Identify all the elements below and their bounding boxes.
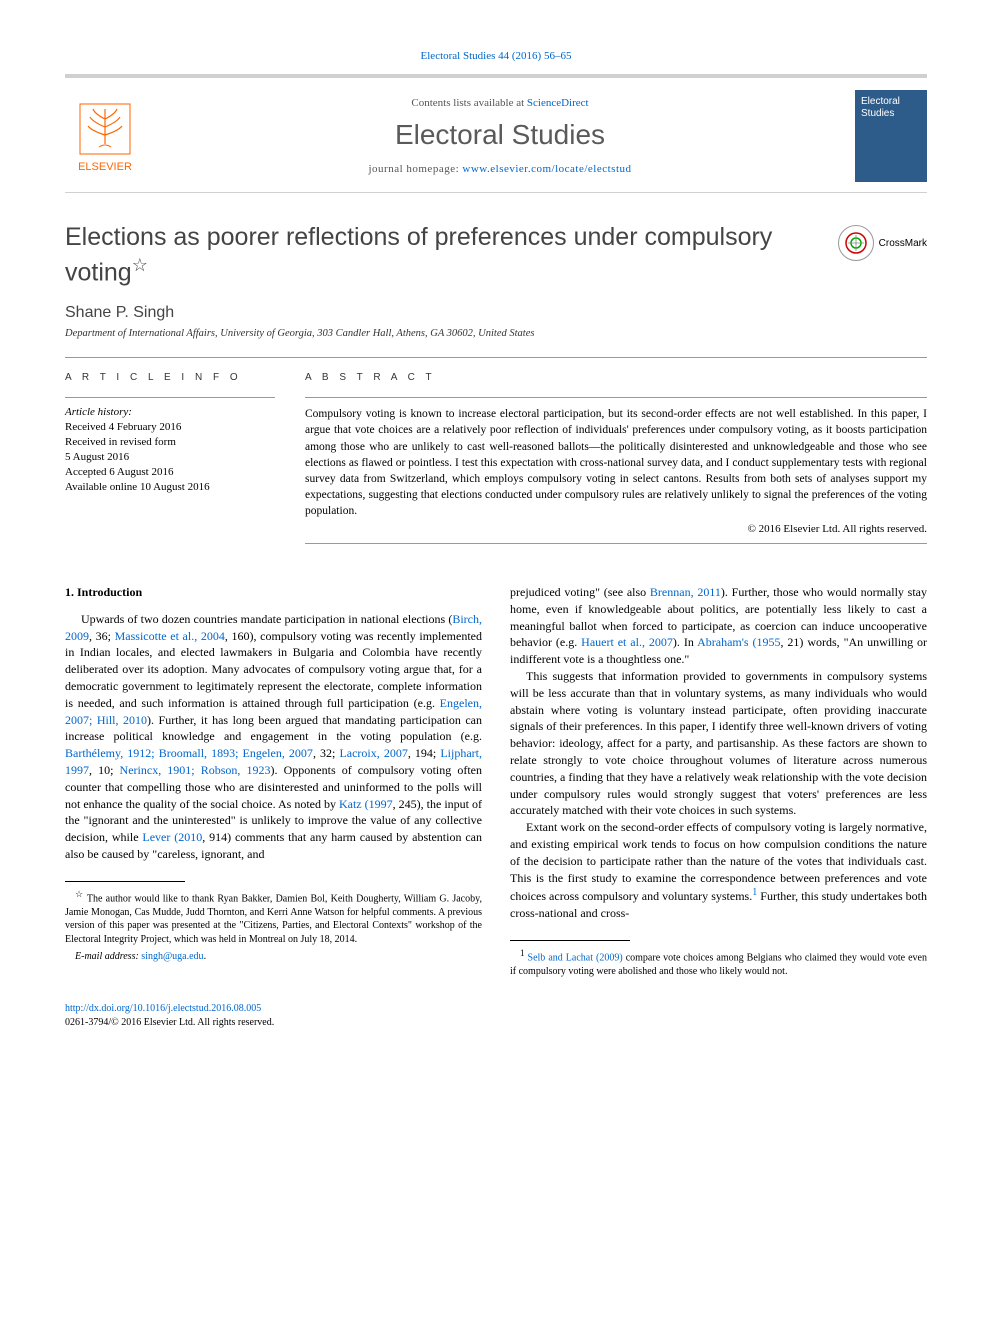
cite-katz[interactable]: Katz (1997 bbox=[339, 797, 393, 811]
crossmark-icon bbox=[838, 225, 874, 261]
email-label: E-mail address: bbox=[75, 951, 139, 962]
cover-title-1: Electoral bbox=[861, 96, 921, 108]
history-revised-2: 5 August 2016 bbox=[65, 450, 275, 465]
history-label: Article history: bbox=[65, 406, 275, 418]
cite-selb-lachat[interactable]: Selb and Lachat (2009) bbox=[528, 952, 623, 963]
contents-line: Contents lists available at ScienceDirec… bbox=[145, 97, 855, 109]
footnote-1-mark: 1 bbox=[520, 948, 525, 958]
homepage-line: journal homepage: www.elsevier.com/locat… bbox=[145, 163, 855, 175]
citation-header: Electoral Studies 44 (2016) 56–65 bbox=[65, 50, 927, 62]
para-1: Upwards of two dozen countries mandate p… bbox=[65, 611, 482, 863]
history-received: Received 4 February 2016 bbox=[65, 420, 275, 435]
footnote-star: ☆ The author would like to thank Ryan Ba… bbox=[65, 888, 482, 946]
history-revised-1: Received in revised form bbox=[65, 435, 275, 450]
footnote-1: 1 Selb and Lachat (2009) compare vote ch… bbox=[510, 947, 927, 978]
abstract-heading: A B S T R A C T bbox=[305, 372, 927, 383]
cite-barthelemy[interactable]: Barthélemy, 1912; Broomall, 1893; Engele… bbox=[65, 746, 313, 760]
cite-nerincx[interactable]: Nerincx, 1901; Robson, 1923 bbox=[120, 763, 271, 777]
journal-title: Electoral Studies bbox=[145, 119, 855, 151]
homepage-prefix: journal homepage: bbox=[368, 163, 462, 175]
article-info-block: A R T I C L E I N F O Article history: R… bbox=[65, 372, 275, 544]
history-accepted: Accepted 6 August 2016 bbox=[65, 465, 275, 480]
issn-copyright: 0261-3794/© 2016 Elsevier Ltd. All right… bbox=[65, 1017, 274, 1028]
crossmark-badge[interactable]: CrossMark bbox=[838, 225, 927, 261]
homepage-link[interactable]: www.elsevier.com/locate/electstud bbox=[462, 163, 631, 175]
crossmark-label: CrossMark bbox=[879, 238, 927, 249]
author-affiliation: Department of International Affairs, Uni… bbox=[65, 328, 927, 339]
elsevier-name: ELSEVIER bbox=[78, 161, 132, 173]
author-name: Shane P. Singh bbox=[65, 304, 927, 322]
title-footnote-star[interactable]: ☆ bbox=[132, 255, 148, 275]
footnote-email: E-mail address: singh@uga.edu. bbox=[65, 950, 482, 964]
article-title-text: Elections as poorer reflections of prefe… bbox=[65, 223, 772, 286]
cite-abraham[interactable]: Abraham's (1955 bbox=[697, 635, 780, 649]
doi-link[interactable]: http://dx.doi.org/10.1016/j.electstud.20… bbox=[65, 1003, 261, 1014]
cite-lacroix[interactable]: Lacroix, 2007 bbox=[339, 746, 407, 760]
section-title: Introduction bbox=[77, 585, 142, 599]
page-footer: http://dx.doi.org/10.1016/j.electstud.20… bbox=[65, 1002, 927, 1030]
footnote-star-mark: ☆ bbox=[75, 889, 84, 899]
cite-hauert[interactable]: Hauert et al., 2007 bbox=[581, 635, 673, 649]
abstract-text: Compulsory voting is known to increase e… bbox=[305, 406, 927, 519]
footnote-star-text: The author would like to thank Ryan Bakk… bbox=[65, 893, 482, 945]
cite-lever[interactable]: Lever (2010 bbox=[142, 830, 202, 844]
article-title: Elections as poorer reflections of prefe… bbox=[65, 221, 818, 288]
contents-prefix: Contents lists available at bbox=[411, 97, 526, 109]
journal-cover-thumbnail: Electoral Studies bbox=[855, 90, 927, 182]
body-column-right: prejudiced voting" (see also Brennan, 20… bbox=[510, 584, 927, 978]
sciencedirect-link[interactable]: ScienceDirect bbox=[527, 97, 589, 109]
para-2: prejudiced voting" (see also Brennan, 20… bbox=[510, 584, 927, 668]
article-info-heading: A R T I C L E I N F O bbox=[65, 372, 275, 383]
section-heading: 1. Introduction bbox=[65, 584, 482, 601]
elsevier-tree-icon bbox=[75, 99, 135, 159]
para-3: This suggests that information provided … bbox=[510, 668, 927, 819]
journal-header-bar: ELSEVIER Contents lists available at Sci… bbox=[65, 74, 927, 193]
history-online: Available online 10 August 2016 bbox=[65, 480, 275, 495]
abstract-block: A B S T R A C T Compulsory voting is kno… bbox=[305, 372, 927, 544]
elsevier-logo: ELSEVIER bbox=[65, 91, 145, 181]
footnote-separator-right bbox=[510, 940, 630, 941]
cite-brennan[interactable]: Brennan, 2011 bbox=[650, 585, 721, 599]
abstract-copyright: © 2016 Elsevier Ltd. All rights reserved… bbox=[305, 523, 927, 535]
cite-massicotte[interactable]: Massicotte et al., 2004 bbox=[115, 629, 225, 643]
para-4: Extant work on the second-order effects … bbox=[510, 819, 927, 922]
email-link[interactable]: singh@uga.edu bbox=[141, 951, 203, 962]
body-column-left: 1. Introduction Upwards of two dozen cou… bbox=[65, 584, 482, 978]
section-number: 1. bbox=[65, 585, 74, 599]
cover-title-2: Studies bbox=[861, 108, 921, 120]
footnote-separator-left bbox=[65, 881, 185, 882]
divider bbox=[65, 357, 927, 358]
